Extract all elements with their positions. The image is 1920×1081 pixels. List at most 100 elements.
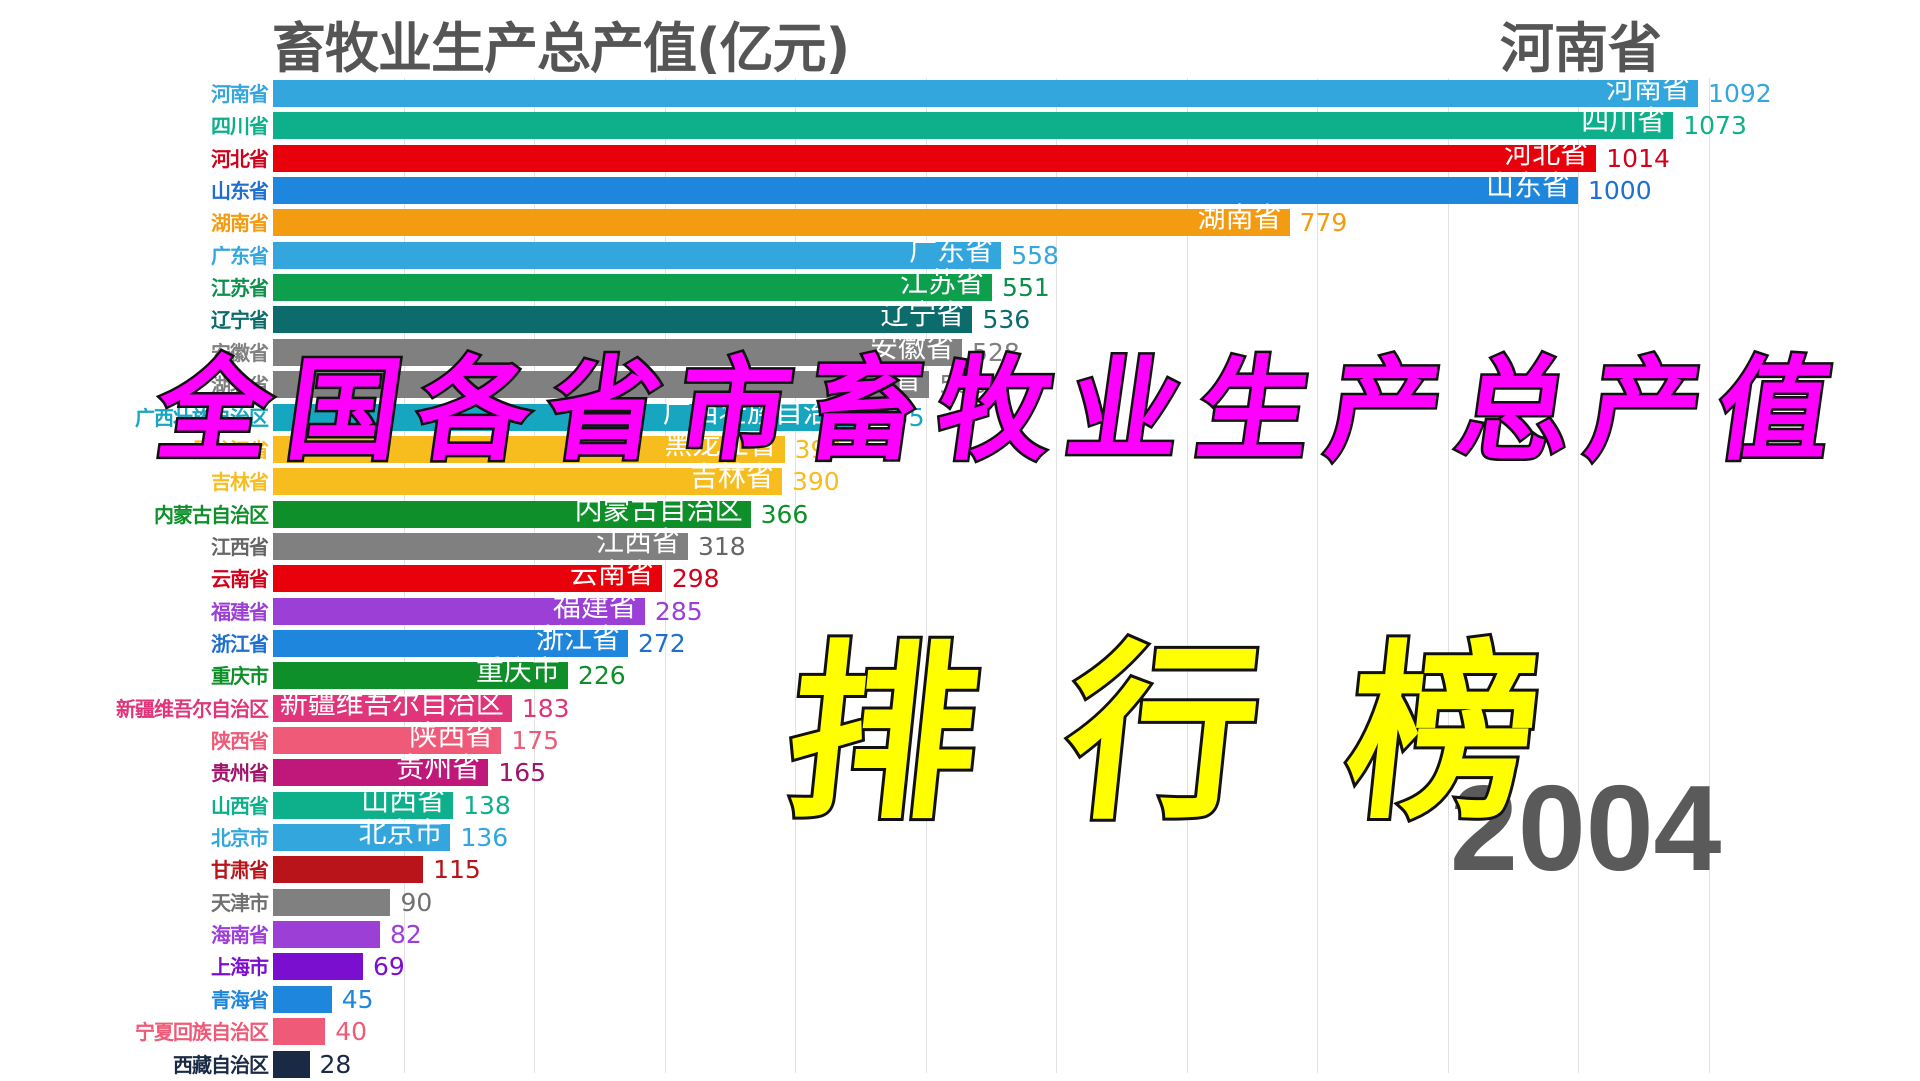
bar-row: 内蒙古自治区 内蒙古自治区 366	[0, 493, 1920, 531]
gridline	[1317, 78, 1318, 1073]
bar-inner-label: 河南省	[1606, 72, 1691, 105]
leader-label: 河南省	[1500, 17, 1662, 80]
bar-inner-label: 河北省	[1504, 136, 1589, 170]
bar-value: 1000	[1588, 176, 1652, 206]
bar-value: 298	[671, 564, 720, 594]
bar-row: 上海市 69	[0, 951, 1920, 983]
gridline	[925, 78, 927, 1073]
category-label: 广东省	[211, 243, 269, 268]
bar	[273, 856, 424, 884]
bar	[273, 1018, 326, 1046]
bar: 福建省	[273, 590, 645, 625]
bar-value: 90	[400, 887, 433, 917]
bar-value: 45	[341, 984, 374, 1014]
bar	[273, 985, 332, 1013]
bar-row: 江西省 江西省 318	[0, 525, 1920, 563]
bar-row: 吉林省 吉林省 390	[0, 460, 1920, 498]
bar: 北京市	[273, 816, 451, 852]
bar-value: 779	[1299, 208, 1348, 238]
gridline	[795, 78, 796, 1073]
category-label: 内蒙古自治区	[154, 502, 269, 527]
gridline	[1056, 78, 1057, 1073]
category-label: 江苏省	[211, 276, 269, 301]
bar-value: 138	[463, 790, 511, 820]
category-label: 浙江省	[211, 631, 269, 656]
bar-value: 1014	[1606, 143, 1670, 173]
bar-row: 广东省 广东省 558	[0, 234, 1920, 272]
bar-value: 558	[1011, 240, 1059, 270]
bar-value: 82	[390, 920, 422, 950]
bar-inner-label: 山西省	[361, 783, 446, 817]
bar-value: 183	[521, 693, 570, 723]
category-label: 云南省	[211, 567, 269, 592]
bar-row: 黑龙江省 黑龙江省 392	[0, 428, 1920, 466]
category-label: 青海省	[211, 987, 269, 1012]
bar-row: 福建省 福建省 285	[0, 590, 1920, 628]
bar-value: 226	[577, 661, 626, 691]
bar-row: 湖北省 湖北省 503	[0, 363, 1920, 401]
bar-inner-label: 江西省	[595, 524, 680, 558]
bar-value: 455	[876, 402, 925, 432]
bar: 湖北省	[273, 363, 930, 399]
gridline	[1447, 78, 1449, 1073]
bar-row: 山西省 山西省 138	[0, 784, 1920, 822]
bar-inner-label: 黑龙江省	[664, 427, 777, 461]
bar: 广西壮族自治区	[273, 396, 867, 431]
bar-value: 285	[654, 596, 703, 626]
bar-inner-label: 江苏省	[900, 266, 985, 300]
bar	[273, 953, 364, 981]
category-label: 西藏自治区	[173, 1052, 269, 1077]
chart-title: 畜牧业生产总产值(亿元)	[272, 17, 850, 80]
bar: 重庆市	[273, 654, 568, 690]
bar: 新疆维吾尔自治区	[273, 687, 512, 722]
bar-value: 175	[511, 726, 560, 755]
bar: 黑龙江省	[273, 428, 785, 463]
gridline	[1708, 78, 1710, 1073]
overlay-subtitle: 排行榜	[774, 619, 1643, 848]
bar-value: 40	[335, 1017, 367, 1047]
bar-row: 辽宁省 辽宁省 536	[0, 298, 1920, 336]
bar	[273, 1050, 310, 1078]
bar-row: 河北省 河北省 1014	[0, 137, 1920, 175]
bar-value: 390	[791, 467, 840, 497]
bar-value: 69	[373, 952, 405, 982]
category-label: 贵州省	[211, 761, 269, 786]
category-label: 河北省	[211, 146, 269, 171]
bar: 内蒙古自治区	[273, 493, 751, 528]
bar-row: 河南省 河南省 1092	[0, 72, 1920, 110]
category-label: 湖南省	[211, 211, 269, 236]
category-label: 湖北省	[211, 373, 269, 398]
bar-inner-label: 陕西省	[409, 719, 494, 752]
bar-row: 江苏省 江苏省 551	[0, 266, 1920, 304]
category-label: 四川省	[211, 114, 269, 139]
category-label: 河南省	[211, 82, 269, 106]
category-label: 辽宁省	[211, 308, 269, 333]
bar-value: 551	[1002, 273, 1050, 303]
bar-row: 北京市 北京市 136	[0, 816, 1920, 854]
category-label: 安徽省	[211, 340, 269, 365]
bar-value: 272	[637, 628, 686, 658]
bar-value: 366	[760, 499, 809, 529]
bar-row: 天津市 90	[0, 887, 1920, 919]
bar-inner-label: 山东省	[1485, 169, 1570, 203]
bar-inner-label: 云南省	[569, 557, 654, 591]
bar-row: 新疆维吾尔自治区 新疆维吾尔自治区 183	[0, 687, 1920, 725]
bar-row: 云南省 云南省 298	[0, 557, 1920, 595]
bar-value: 1092	[1708, 79, 1772, 108]
bar: 四川省	[273, 104, 1674, 140]
category-label: 福建省	[211, 599, 269, 624]
bar-row: 陕西省 陕西省 175	[0, 719, 1920, 757]
category-label: 甘肃省	[211, 858, 269, 883]
bar-row: 四川省 四川省 1073	[0, 104, 1920, 142]
bar-row: 广西壮族自治区 广西壮族自治区 455	[0, 396, 1920, 434]
category-label: 重庆市	[211, 664, 269, 689]
bar-value: 528	[972, 337, 1020, 367]
bar-value: 1073	[1683, 111, 1747, 141]
bar: 山西省	[273, 784, 454, 819]
bar: 湖南省	[273, 201, 1290, 237]
bar-inner-label: 贵州省	[396, 751, 481, 785]
bar: 云南省	[273, 557, 662, 593]
bar-value: 115	[433, 855, 481, 885]
bar-inner-label: 安徽省	[870, 330, 955, 364]
